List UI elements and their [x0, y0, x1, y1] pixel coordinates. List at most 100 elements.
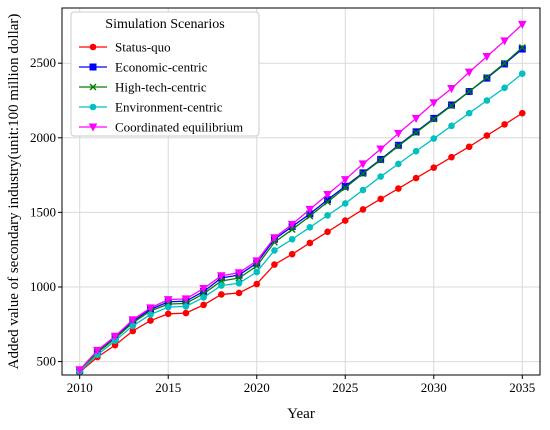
legend-entry: High-tech-centric: [79, 80, 207, 95]
data-point: [110, 332, 120, 341]
x-tick-label: 2035: [509, 380, 535, 395]
y-tick-label: 1500: [30, 204, 56, 219]
data-point: [359, 170, 367, 178]
data-point: [182, 309, 190, 317]
data-point: [235, 289, 243, 297]
data-point: [253, 268, 261, 276]
data-point: [75, 366, 85, 375]
data-point: [501, 121, 508, 128]
data-point: [430, 164, 438, 171]
data-point: [394, 142, 402, 150]
data-point: [483, 97, 491, 104]
data-point: [377, 156, 385, 164]
x-tick-label: 2010: [67, 380, 93, 395]
data-point: [341, 217, 349, 224]
x-tick-label: 2015: [155, 380, 181, 395]
data-point: [465, 109, 473, 117]
data-point: [430, 115, 438, 123]
data-point: [465, 88, 473, 96]
data-point: [447, 85, 456, 94]
x-tick-label: 2030: [421, 380, 447, 395]
legend-swatch-marker: [88, 123, 98, 132]
legend-box: [70, 11, 260, 137]
data-point: [271, 247, 278, 254]
data-point: [465, 143, 473, 151]
data-point: [324, 228, 331, 236]
legend-entry: Status-quo: [79, 40, 171, 55]
data-point: [447, 102, 455, 110]
data-point: [218, 291, 225, 298]
data-point: [200, 294, 207, 301]
y-axis-label: Added value of secondary industry(unit:1…: [6, 14, 22, 370]
data-point: [146, 304, 155, 313]
data-point: [340, 176, 350, 185]
series-0: [76, 109, 526, 376]
legend-swatch-marker: [89, 63, 97, 71]
data-point: [306, 224, 314, 231]
data-point: [358, 160, 368, 169]
data-point: [288, 250, 296, 258]
data-point: [252, 257, 262, 266]
data-point: [288, 226, 296, 234]
plot-frame: [61, 7, 541, 376]
data-point: [359, 206, 367, 213]
data-point: [128, 316, 138, 325]
data-point: [395, 185, 402, 192]
data-point: [323, 190, 332, 200]
legend-label: High-tech-centric: [115, 80, 207, 95]
legend-title: Simulation Scenarios: [105, 17, 224, 32]
data-point: [501, 84, 508, 92]
data-point: [517, 20, 527, 29]
data-point: [200, 301, 207, 309]
data-point: [234, 269, 244, 278]
data-point: [464, 68, 474, 77]
x-axis-label: Year: [287, 406, 315, 422]
data-point: [218, 282, 225, 289]
series-4: [75, 20, 527, 375]
legend-label: Status-quo: [115, 40, 171, 55]
data-point: [395, 160, 402, 168]
legend-entry: Environment-centric: [79, 100, 223, 115]
series-3: [76, 70, 526, 375]
data-point: [288, 235, 296, 243]
data-point: [163, 296, 173, 305]
legend-label: Environment-centric: [115, 100, 223, 115]
data-point: [377, 195, 384, 203]
data-point: [518, 44, 526, 52]
data-point: [482, 52, 492, 62]
data-point: [430, 135, 438, 142]
data-point: [324, 198, 332, 206]
y-tick-label: 1000: [30, 279, 56, 294]
data-point: [341, 200, 349, 207]
data-point: [483, 132, 491, 139]
data-point: [448, 153, 455, 161]
ticks: 2010 2015 2020 2025 2030 2035 500 1000 1500 2000 2…: [30, 55, 535, 395]
data-point: [341, 184, 349, 192]
series-layer: [75, 20, 527, 376]
data-point: [518, 70, 526, 77]
legend-swatch-marker: [89, 83, 97, 91]
data-point: [235, 279, 243, 287]
data-point: [412, 174, 420, 182]
data-point: [412, 147, 420, 155]
y-tick-label: 2000: [30, 130, 56, 145]
legend-label: Economic-centric: [115, 60, 208, 75]
data-point: [518, 45, 526, 53]
data-point: [376, 145, 386, 154]
data-point: [271, 261, 278, 268]
legend-swatch-marker: [89, 103, 97, 111]
data-point: [181, 295, 191, 304]
data-point: [306, 212, 314, 220]
data-point: [359, 186, 367, 194]
data-point: [377, 173, 384, 180]
data-point: [518, 109, 526, 117]
data-point: [235, 274, 243, 282]
data-point: [199, 284, 208, 294]
data-point: [287, 220, 297, 229]
data-point: [448, 122, 455, 130]
data-point: [182, 303, 190, 310]
data-point: [270, 234, 279, 243]
data-point: [164, 310, 172, 318]
legend: Simulation Scenarios Status-quo Economic-…: [70, 11, 260, 137]
